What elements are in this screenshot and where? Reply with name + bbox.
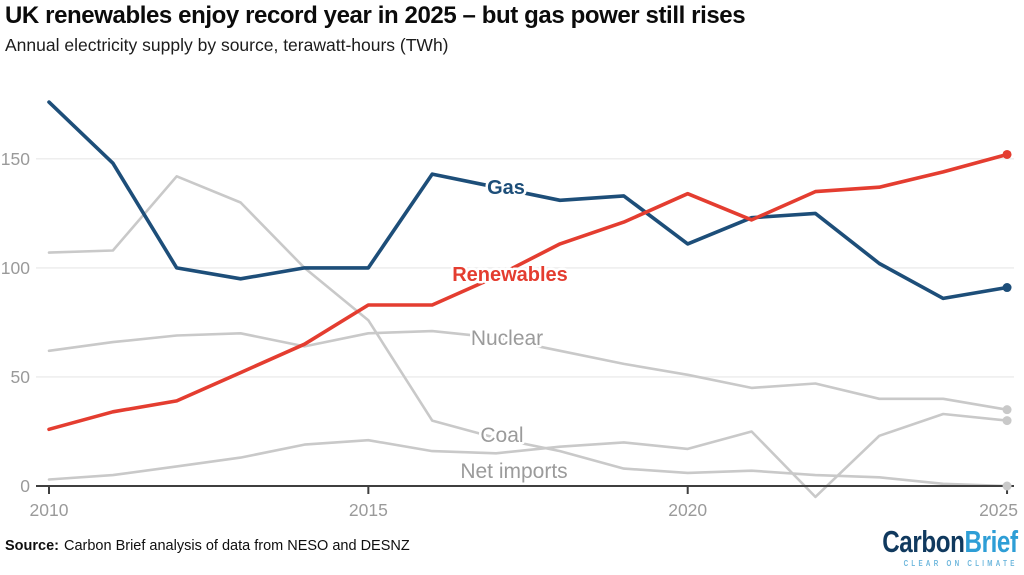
series-line-nuclear xyxy=(47,329,1009,412)
y-tick-label-50: 50 xyxy=(11,367,31,387)
series-label-net-imports: Net imports xyxy=(460,460,567,483)
source-label: Source: xyxy=(5,538,59,554)
carbonbrief-wordmark: CarbonBrief xyxy=(882,524,1019,559)
series-endpoint-gas xyxy=(1002,283,1012,293)
series-line-gas xyxy=(47,100,1009,301)
chart-title: UK renewables enjoy record year in 2025 … xyxy=(5,2,746,29)
series-line-renewables xyxy=(47,152,1009,432)
series-label-coal: Coal xyxy=(480,424,523,447)
series-endpoint-renewables xyxy=(1002,149,1012,159)
x-tick-label-2025: 2025 xyxy=(979,500,1018,520)
carbonbrief-logo: CarbonBrief CLEAR ON CLIMATE xyxy=(882,524,1019,568)
series-label-nuclear: Nuclear xyxy=(471,327,543,350)
series-line-net-imports xyxy=(47,412,1009,499)
series-label-renewables: Renewables xyxy=(452,264,568,286)
logo-tagline: CLEAR ON CLIMATE xyxy=(903,559,1018,568)
source-line: Source: Carbon Brief analysis of data fro… xyxy=(5,538,410,554)
logo-carbon: Carbon xyxy=(882,524,966,559)
logo-brief: Brief xyxy=(964,524,1019,559)
x-tick-label-2015: 2015 xyxy=(349,500,388,520)
chart-subtitle: Annual electricity supply by source, ter… xyxy=(5,35,449,55)
y-tick-label-100: 100 xyxy=(1,258,30,278)
y-tick-label-150: 150 xyxy=(1,149,30,169)
y-tick-label-0: 0 xyxy=(20,476,30,496)
source-text: Carbon Brief analysis of data from NESO … xyxy=(64,538,410,554)
series-label-gas: Gas xyxy=(487,177,525,199)
series-endpoint-nuclear xyxy=(1002,405,1012,415)
series-endpoint-net-imports xyxy=(1002,416,1012,426)
series-line-coal xyxy=(47,175,1009,488)
x-tick-label-2010: 2010 xyxy=(30,500,69,520)
x-tick-label-2020: 2020 xyxy=(668,500,707,520)
series-endpoint-coal xyxy=(1002,481,1012,491)
